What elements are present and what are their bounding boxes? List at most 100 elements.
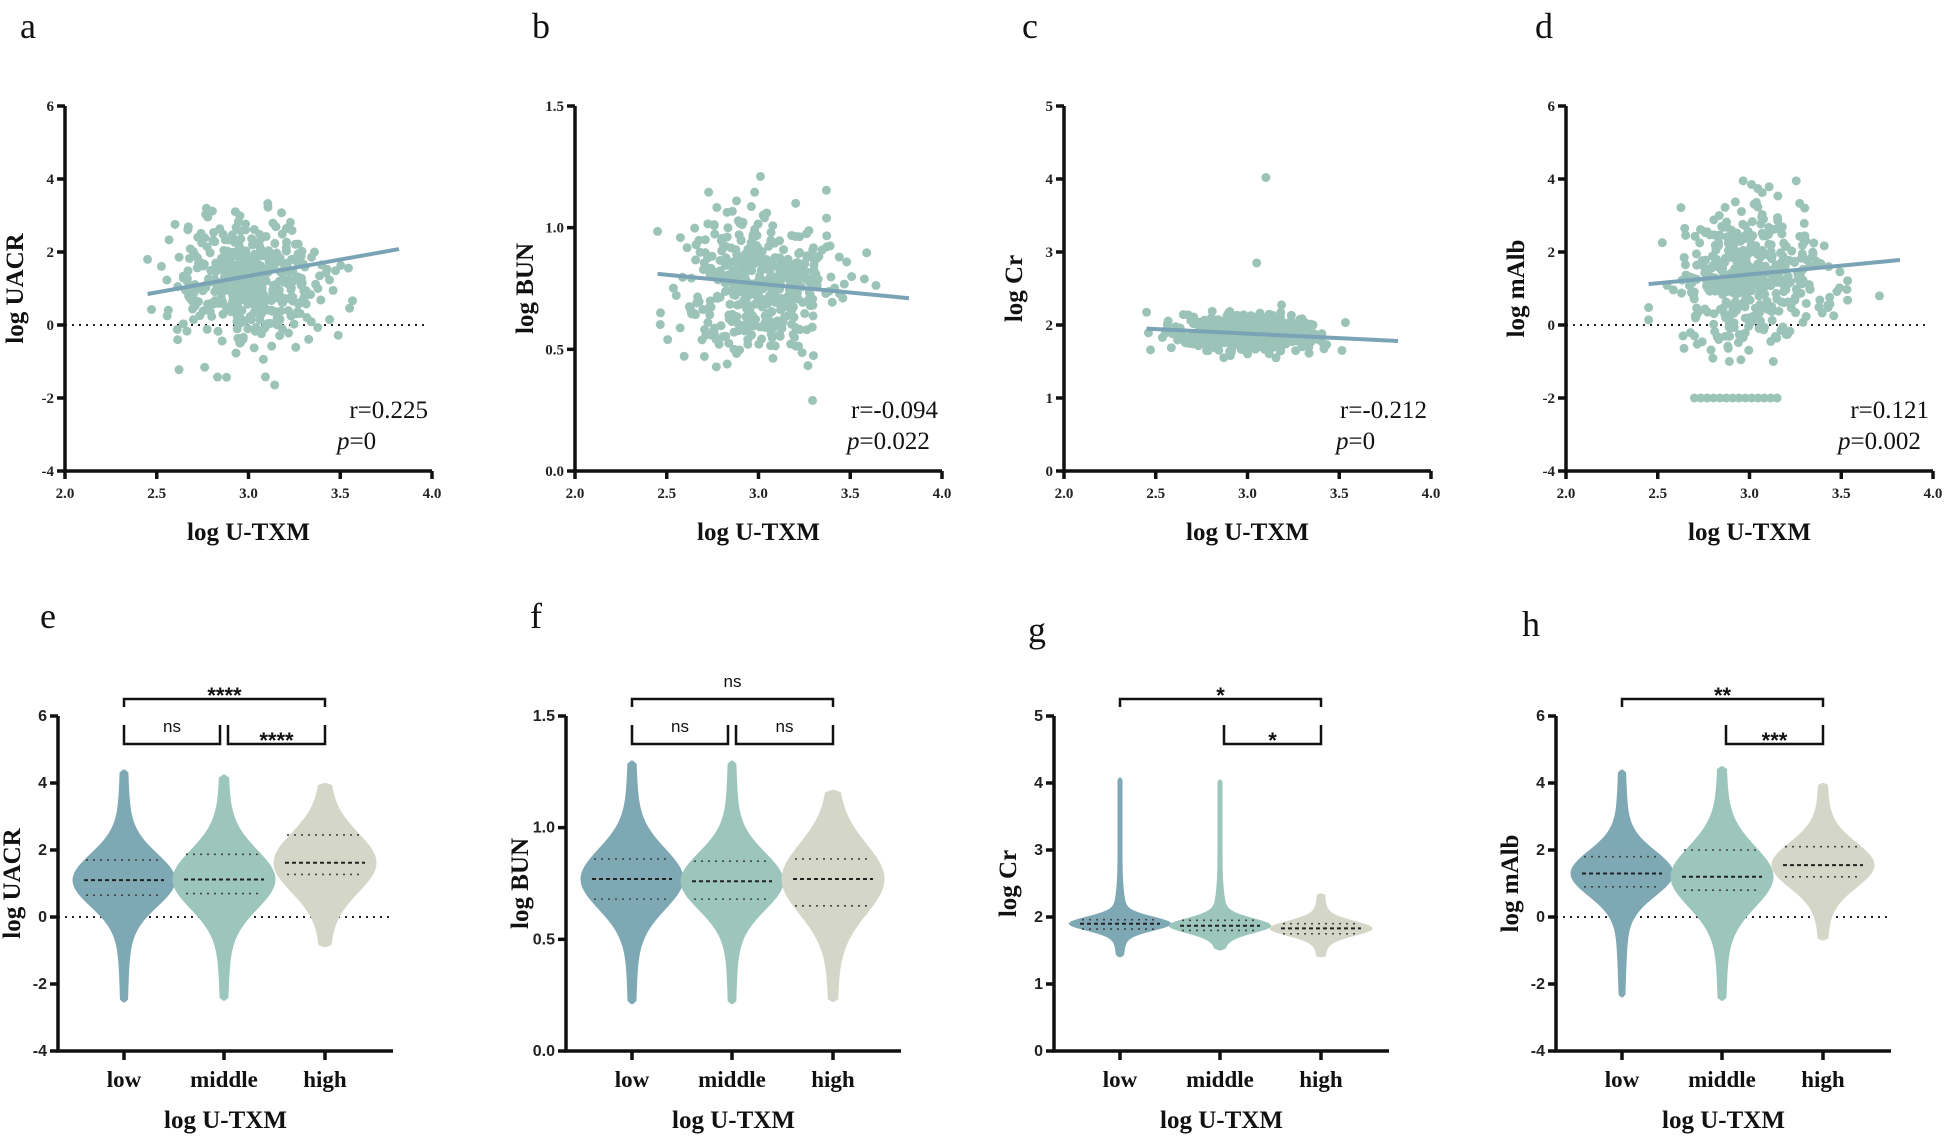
scatter-point <box>306 317 316 327</box>
axes <box>1564 106 1933 473</box>
scatter-point <box>222 372 232 382</box>
scatter-point <box>190 250 200 260</box>
scatter-point <box>1193 341 1203 351</box>
scatter-point <box>693 292 703 302</box>
panel-f: f 0.0 0.5 1.0 1.5 log BUN low middle high log U-T… <box>507 596 901 1134</box>
scatter-point <box>285 217 295 227</box>
scatter-point <box>1763 250 1773 260</box>
scatter-point <box>283 306 293 316</box>
x-axis-label: log U-TXM <box>187 519 310 546</box>
x-axis-label: log U-TXM <box>164 1107 287 1134</box>
scatter-point <box>760 213 770 223</box>
scatter-point <box>791 198 801 208</box>
scatter-point <box>1679 253 1689 263</box>
regression-line <box>657 271 910 301</box>
panel-letter: a <box>20 6 36 46</box>
scatter-point <box>741 300 751 310</box>
scatter-point <box>743 244 753 254</box>
scatter-point <box>814 251 824 261</box>
scatter-point <box>811 269 821 279</box>
axes <box>63 106 432 473</box>
significance-bracket <box>1222 725 1323 746</box>
axes <box>1554 716 1891 1053</box>
scatter-point <box>808 351 818 361</box>
scatter-point <box>1787 246 1797 256</box>
scatter-point <box>1825 292 1835 302</box>
scatter-point <box>730 286 740 296</box>
scatter-point <box>188 304 198 314</box>
scatter-point <box>795 232 805 242</box>
scatter-point <box>1774 306 1784 316</box>
scatter-point <box>739 266 749 276</box>
scatter-point <box>1250 344 1260 354</box>
scatter-point <box>1737 207 1747 217</box>
scatter-point <box>325 315 335 325</box>
scatter-point <box>1720 220 1730 230</box>
scatter-point <box>1238 342 1248 352</box>
scatter-point <box>243 324 253 334</box>
scatter-point <box>1757 188 1767 198</box>
scatter-point <box>1764 222 1774 232</box>
scatter-point <box>1764 182 1774 192</box>
x-tick-label: 4.0 <box>1924 486 1943 502</box>
scatter-point <box>709 221 719 231</box>
scatter-point <box>307 252 317 262</box>
scatter-point <box>198 306 208 316</box>
y-tick-label: 4 <box>1034 775 1043 792</box>
scatter-point <box>1736 355 1746 365</box>
scatter-point <box>729 344 739 354</box>
scatter-point <box>348 296 358 306</box>
scatter-point <box>1218 337 1228 347</box>
scatter-point <box>1733 300 1743 310</box>
scatter-point <box>241 219 251 229</box>
scatter-point <box>1224 308 1234 318</box>
scatter-point <box>825 241 835 251</box>
scatter-point <box>715 266 725 276</box>
scatter-point <box>1725 331 1735 341</box>
scatter-point <box>1261 173 1271 183</box>
scatter-point <box>1720 202 1730 212</box>
scatter-point <box>271 279 281 289</box>
scatter-point <box>250 306 260 316</box>
violin-middle <box>1670 766 1774 1001</box>
scatter-point <box>1271 353 1281 363</box>
scatter-points <box>653 171 881 405</box>
scatter-point <box>250 326 260 336</box>
scatter-point <box>228 292 238 302</box>
scatter-point <box>229 237 239 247</box>
scatter-point <box>1668 285 1678 295</box>
y-tick-label: 4 <box>1046 172 1054 188</box>
scatter-point <box>732 300 742 310</box>
violin-high <box>273 783 377 948</box>
scatter-point <box>1699 262 1709 272</box>
scatter-point <box>264 305 274 315</box>
scatter-point <box>751 231 761 241</box>
scatter-point <box>1276 307 1286 317</box>
x-tick-label: 2.0 <box>566 486 585 502</box>
violin-high <box>781 789 885 1002</box>
scatter-point <box>1783 279 1793 289</box>
scatter-point <box>1742 258 1752 268</box>
scatter-point <box>188 297 198 307</box>
scatter-point <box>755 171 765 181</box>
scatter-point <box>236 226 246 236</box>
scatter-point <box>270 238 280 248</box>
x-axis-label: log U-TXM <box>1186 519 1309 546</box>
scatter-point <box>766 235 776 245</box>
significance-label: **** <box>259 728 294 753</box>
scatter-point <box>1755 300 1765 310</box>
scatter-point <box>705 310 715 320</box>
scatter-point <box>174 252 184 262</box>
x-tick-label: 2.0 <box>56 486 75 502</box>
scatter-point <box>706 302 716 312</box>
scatter-point <box>1281 339 1291 349</box>
scatter-point <box>1264 309 1274 319</box>
scatter-point <box>255 243 265 253</box>
scatter-point <box>715 292 725 302</box>
scatter-point <box>1755 317 1765 327</box>
scatter-point <box>727 206 737 216</box>
scatter-point <box>224 254 234 264</box>
scatter-point <box>179 271 189 281</box>
scatter-point <box>1277 300 1287 310</box>
x-tick-label: 3.0 <box>1238 486 1257 502</box>
